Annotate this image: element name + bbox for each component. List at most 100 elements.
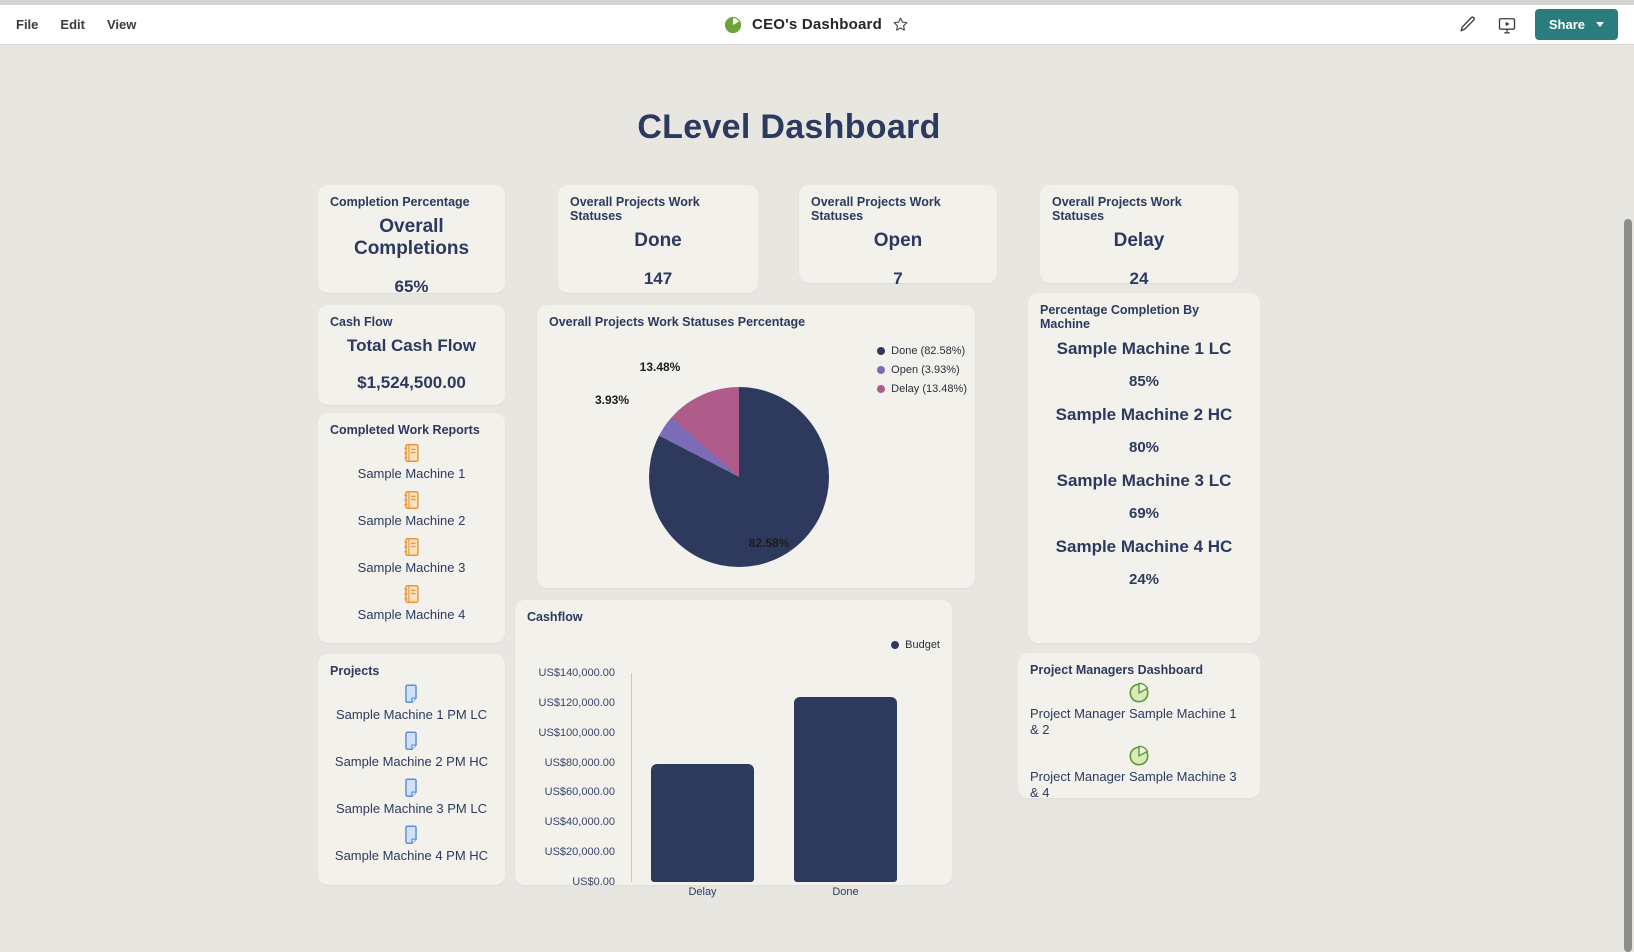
bar-done[interactable]: [794, 697, 897, 882]
pie-slice-label-delay: 13.48%: [639, 360, 681, 374]
project-item[interactable]: Sample Machine 1 PM LC: [336, 683, 487, 723]
stat-value: 65%: [394, 277, 429, 296]
machine-value: 85%: [1128, 373, 1160, 390]
report-item[interactable]: Sample Machine 1: [358, 442, 465, 482]
scrollbar-thumb[interactable]: [1624, 219, 1632, 952]
menu-view[interactable]: View: [106, 17, 137, 32]
machine-name: Sample Machine 2 HC: [1055, 405, 1233, 424]
bar-delay[interactable]: [651, 764, 754, 882]
machine-value: 69%: [1128, 505, 1160, 522]
stat-value: 7: [893, 269, 903, 288]
app-title: CEO's Dashboard: [752, 16, 882, 33]
legend-item-delay[interactable]: Delay (13.48%): [877, 383, 967, 395]
share-caret-icon: [1596, 22, 1604, 27]
pie-icon: [1129, 682, 1149, 703]
stat-value: 147: [643, 269, 673, 288]
x-axis-label-delay: Delay: [688, 886, 717, 898]
stat-label: Delay: [1113, 230, 1165, 251]
project-item-label: Sample Machine 2 PM HC: [334, 754, 489, 769]
cash-flow-card: Cash Flow Total Cash Flow $1,524,500.00: [318, 305, 505, 405]
project-item[interactable]: Sample Machine 2 PM HC: [335, 730, 488, 770]
share-button-label: Share: [1548, 17, 1585, 32]
edit-pencil-icon[interactable]: [1457, 14, 1479, 36]
page-title: CLevel Dashboard: [637, 108, 941, 146]
pie-chart[interactable]: [649, 387, 829, 567]
pm-item-label: Project Manager Sample Machine 1 & 2: [1030, 706, 1237, 737]
share-button[interactable]: Share: [1534, 9, 1618, 40]
notebook-icon: [404, 538, 420, 556]
report-item-label: Sample Machine 3: [357, 560, 466, 575]
present-monitor-icon[interactable]: [1496, 14, 1518, 36]
chart-title: Cashflow: [527, 610, 583, 624]
legend-label: Done (82.58%): [891, 345, 966, 357]
menu-edit[interactable]: Edit: [60, 17, 85, 32]
pm-item-label: Project Manager Sample Machine 3 & 4: [1030, 769, 1237, 800]
machine-value: 80%: [1128, 439, 1160, 456]
project-item-label: Sample Machine 3 PM LC: [335, 801, 487, 816]
y-axis-tick: US$0.00: [572, 876, 615, 888]
cashflow-chart-card: Cashflow US$140,000.00 US$120,000.00 US$…: [515, 600, 952, 898]
stat-card-done: Overall Projects Work Statuses Done 147: [558, 185, 758, 293]
stat-card-delay: Overall Projects Work Statuses Delay 24: [1040, 185, 1238, 288]
project-item[interactable]: Sample Machine 3 PM LC: [336, 777, 487, 817]
notebook-icon: [404, 491, 420, 509]
notebook-icon: [404, 444, 420, 462]
pm-item[interactable]: Project Manager Sample Machine 1 & 2: [1030, 682, 1248, 738]
y-axis-tick: US$60,000.00: [544, 786, 615, 799]
card-header: Overall Projects Work Statuses: [1052, 195, 1182, 223]
file-icon: [405, 684, 418, 703]
menu-bar: File Edit View: [0, 17, 136, 32]
y-axis-tick: US$80,000.00: [544, 756, 615, 769]
pie-slice-label-open: 3.93%: [594, 393, 630, 407]
notebook-icon: [404, 585, 420, 603]
legend-item-done[interactable]: Done (82.58%): [877, 345, 967, 357]
bar-chart-legend[interactable]: Budget: [891, 639, 940, 651]
chart-title: Overall Projects Work Statuses Percentag…: [549, 315, 806, 329]
pm-list: Project Manager Sample Machine 1 & 2 Pro…: [1030, 682, 1248, 808]
favorite-star-icon[interactable]: [890, 14, 912, 36]
project-list: Sample Machine 1 PM LC Sample Machine 2 …: [330, 683, 493, 871]
app-title-group: CEO's Dashboard: [722, 5, 912, 44]
machine-name: Sample Machine 1 LC: [1056, 339, 1232, 358]
card-header: Percentage Completion By Machine: [1040, 303, 1200, 331]
machine-completion-card: Percentage Completion By Machine Sample …: [1028, 293, 1260, 643]
stat-label: Open: [873, 230, 923, 251]
legend-dot: [891, 641, 900, 649]
file-icon: [405, 731, 418, 750]
y-axis-tick: US$20,000.00: [544, 846, 615, 859]
completed-work-reports-card: Completed Work Reports Sample Machine 1 …: [318, 413, 505, 643]
legend-item-open[interactable]: Open (3.93%): [877, 364, 967, 376]
legend-label: Delay (13.48%): [891, 383, 967, 395]
stat-card-completion: Completion Percentage Overall Completion…: [318, 185, 505, 296]
file-icon: [405, 825, 418, 844]
legend-label: Budget: [905, 639, 940, 651]
project-item-label: Sample Machine 4 PM HC: [334, 848, 489, 863]
report-list: Sample Machine 1 Sample Machine 2 Sample…: [330, 442, 493, 630]
report-item[interactable]: Sample Machine 4: [357, 583, 466, 623]
report-item[interactable]: Sample Machine 3: [357, 536, 466, 576]
scrollbar-track: [1622, 45, 1634, 952]
y-axis-tick: US$120,000.00: [538, 696, 615, 709]
legend-dot: [877, 347, 886, 355]
legend-dot: [877, 366, 886, 374]
machine-name: Sample Machine 3 LC: [1056, 471, 1232, 490]
menu-file[interactable]: File: [16, 17, 39, 32]
y-axis-tick: US$100,000.00: [538, 726, 615, 739]
projects-card: Projects Sample Machine 1 PM LC Sample M…: [318, 654, 505, 885]
card-header: Project Managers Dashboard: [1030, 663, 1203, 677]
y-axis-line: [631, 673, 632, 882]
pm-dashboard-card: Project Managers Dashboard Project Manag…: [1018, 653, 1260, 800]
cash-flow-label: Total Cash Flow: [346, 336, 477, 355]
report-item-label: Sample Machine 4: [357, 607, 466, 622]
pm-item[interactable]: Project Manager Sample Machine 3 & 4: [1030, 745, 1248, 801]
pie-slice-label-done: 82.58%: [748, 536, 790, 550]
app-pie-icon: [722, 14, 744, 36]
pie-icon: [1129, 745, 1149, 766]
report-item[interactable]: Sample Machine 2: [358, 489, 465, 529]
project-item[interactable]: Sample Machine 4 PM HC: [335, 824, 488, 864]
card-header: Projects: [330, 664, 380, 678]
window-top-strip: [0, 0, 1634, 5]
card-header: Overall Projects Work Statuses: [570, 195, 700, 223]
y-axis-tick: US$40,000.00: [544, 816, 615, 829]
